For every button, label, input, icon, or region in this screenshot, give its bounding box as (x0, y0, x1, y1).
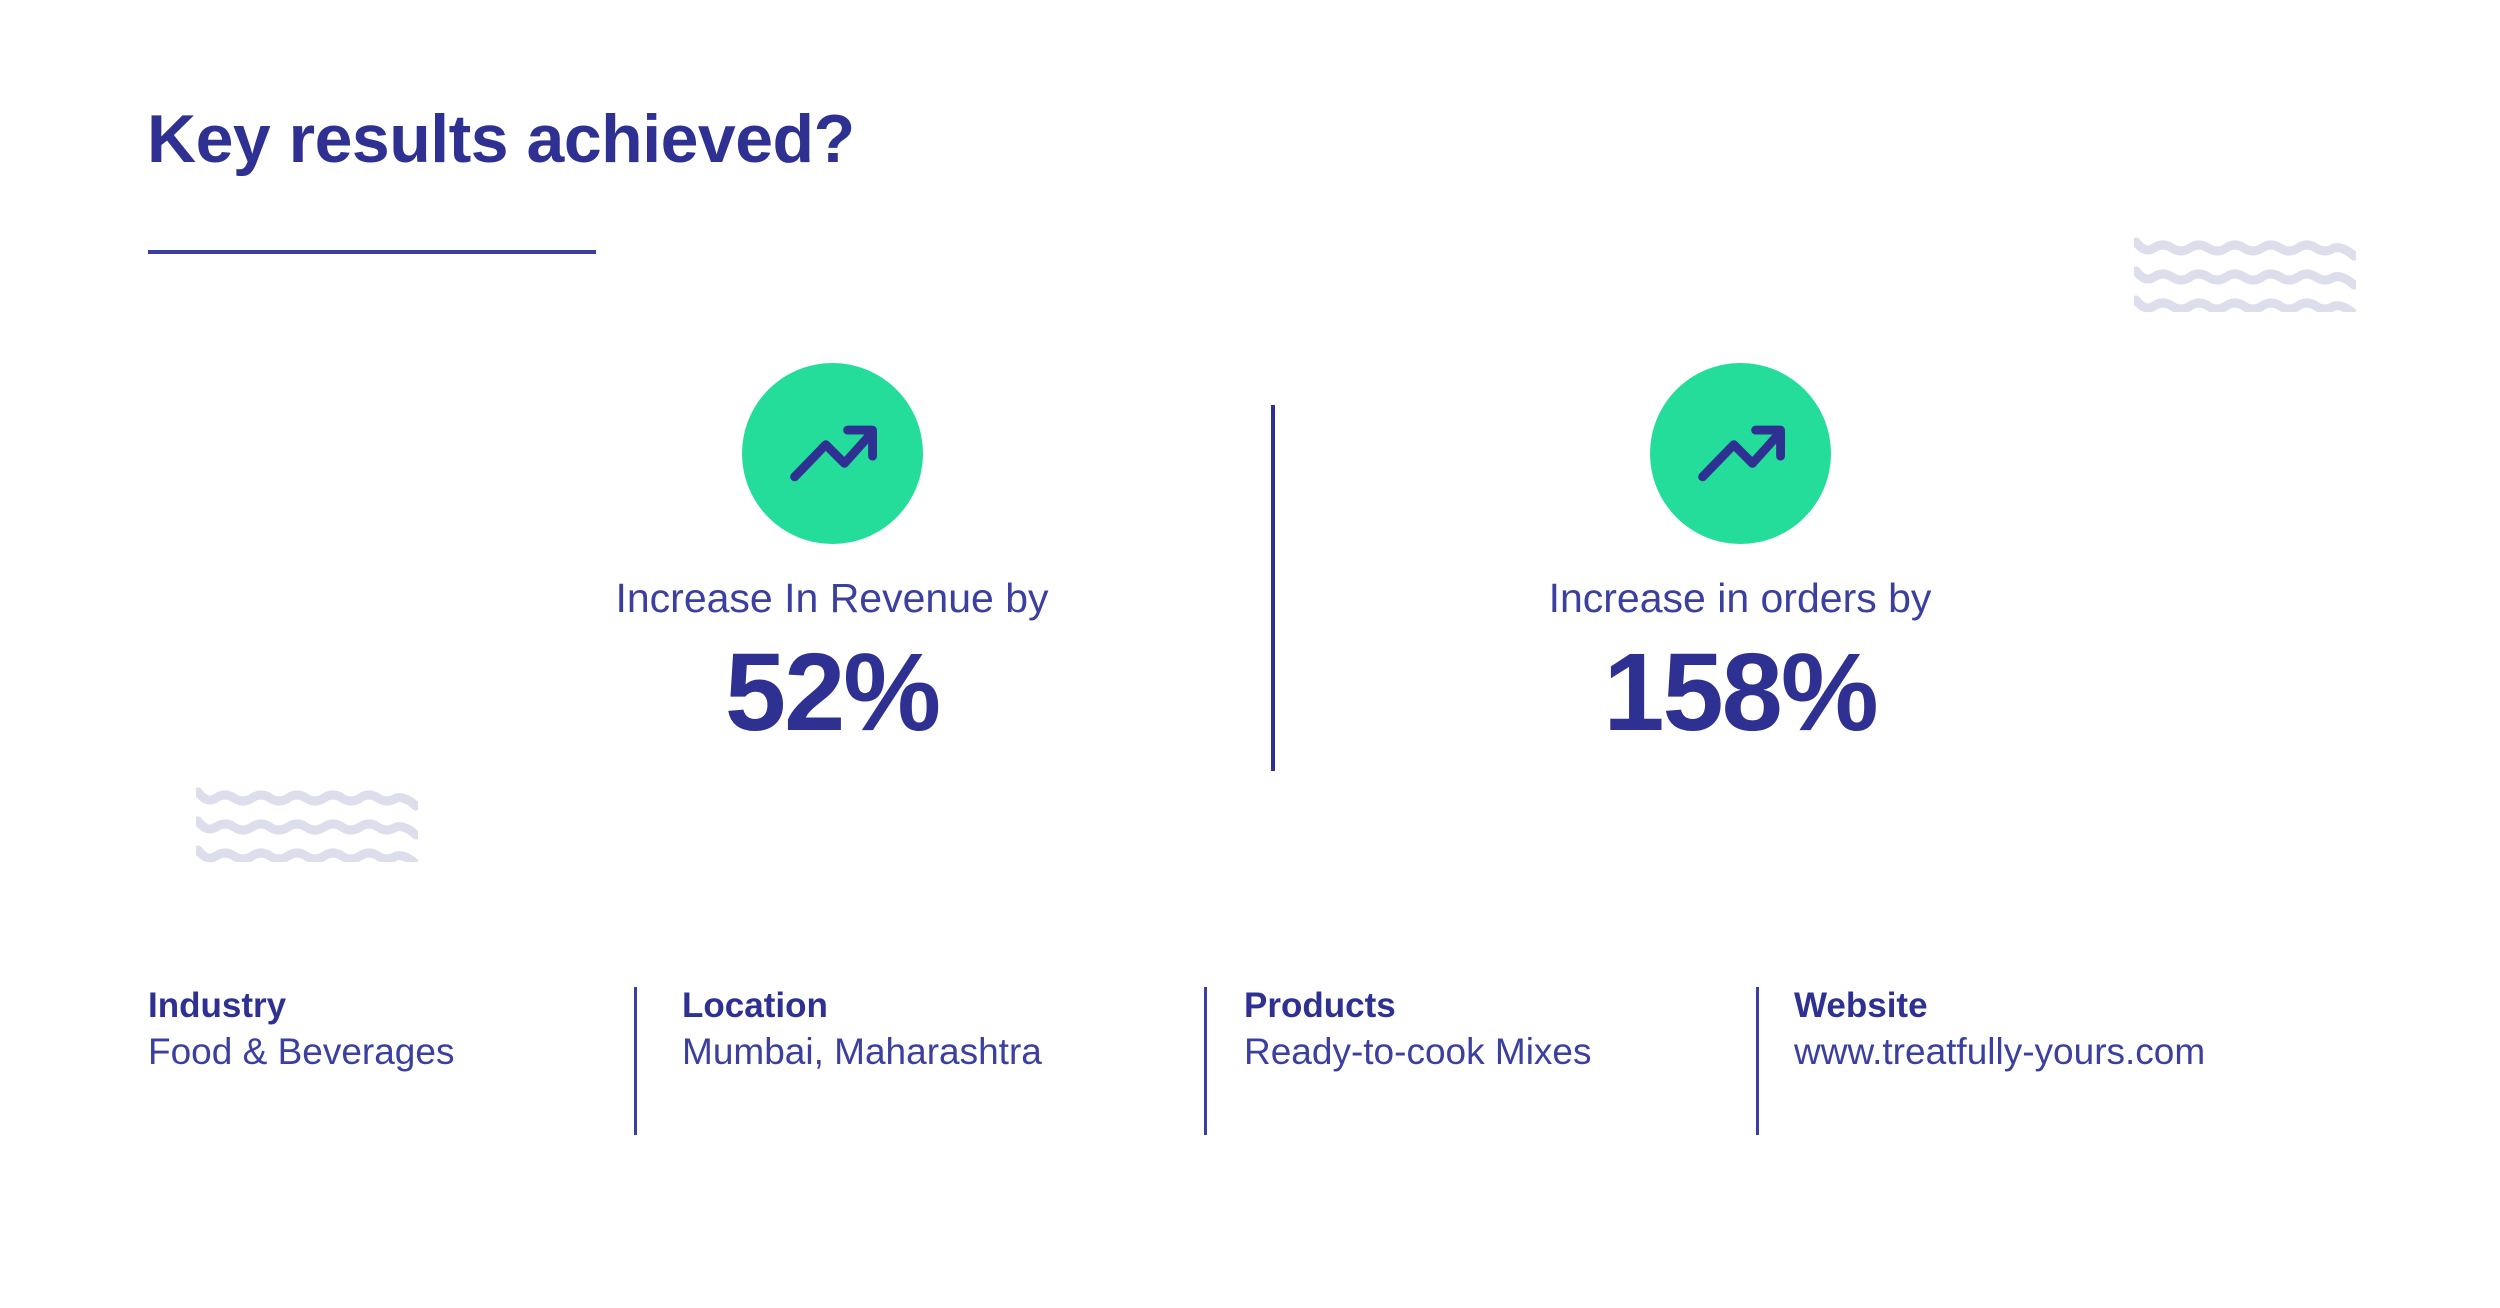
meta-divider-1 (634, 987, 637, 1135)
meta-label-industry: Industry (148, 986, 287, 1025)
meta-divider-2 (1204, 987, 1207, 1135)
meta-col-website: Website www.treatfully-yours.com (1794, 985, 2205, 1074)
meta-value-website: www.treatfully-yours.com (1794, 1031, 2206, 1073)
stat-card-orders: Increase in orders by 158% (1380, 355, 2100, 760)
stat-value-orders: 158% (1603, 631, 1878, 754)
wave-pattern-left-icon (196, 782, 418, 862)
stat-card-revenue: Increase In Revenue by 52% (472, 355, 1192, 760)
meta-col-industry: Industry Food & Beverages (148, 985, 454, 1074)
wave-pattern-top-right-icon (2134, 232, 2356, 312)
stats-band: Increase In Revenue by 52% Increase in o… (0, 355, 2500, 795)
meta-value-industry: Food & Beverages (148, 1031, 455, 1073)
stat-label-revenue: Increase In Revenue by (615, 575, 1049, 621)
stat-value-revenue: 52% (724, 631, 941, 754)
title-underline-rule (148, 250, 596, 254)
meta-row: Industry Food & Beverages Location Mumba… (0, 985, 2500, 1135)
trending-up-arrow-icon-orders-badge (1649, 363, 1831, 544)
page-title: Key results achieved? (147, 101, 855, 177)
meta-col-location: Location Mumbai, Maharashtra (682, 985, 1042, 1074)
meta-col-products: Products Ready-to-cook Mixes (1244, 985, 1592, 1074)
stat-label-orders: Increase in orders by (1548, 575, 1932, 621)
meta-divider-3 (1756, 987, 1759, 1135)
meta-value-location: Mumbai, Maharashtra (682, 1031, 1042, 1073)
meta-value-products: Ready-to-cook Mixes (1244, 1031, 1592, 1073)
meta-label-location: Location (682, 986, 828, 1025)
stats-vertical-divider (1271, 405, 1275, 771)
meta-label-products: Products (1244, 986, 1396, 1025)
meta-label-website: Website (1794, 986, 1928, 1025)
trending-up-arrow-icon-revenue-badge (741, 363, 923, 544)
